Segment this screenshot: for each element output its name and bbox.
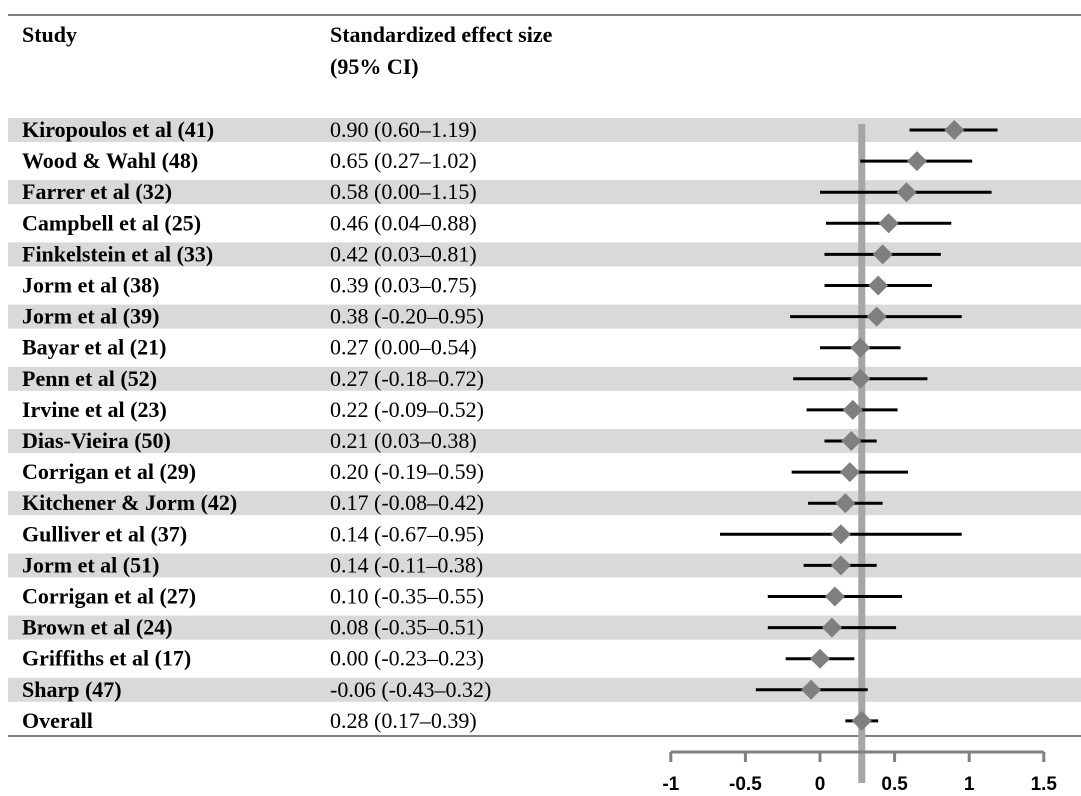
study-name: Campbell et al (25) [22,210,201,235]
study-name: Farrer et al (32) [22,179,172,204]
header-ci: (95% CI) [330,54,419,79]
effect-size-label: 0.21 (0.03–0.38) [330,428,477,453]
study-row: Griffiths et al (17) 0.00 (-0.23–0.23) [22,646,855,671]
row-stripe [8,615,1081,640]
study-row: Overall 0.28 (0.17–0.39) [22,708,879,733]
row-stripe [8,429,1081,453]
study-row: Farrer et al (32) 0.58 (0.00–1.15) [22,179,992,204]
effect-size-label: 0.20 (-0.19–0.59) [330,459,484,484]
row-stripe [8,553,1081,578]
effect-size-label: 0.58 (0.00–1.15) [330,179,477,204]
study-row: Corrigan et al (29) 0.20 (-0.19–0.59) [22,459,909,484]
study-row: Bayar et al (21) 0.27 (0.00–0.54) [22,335,901,360]
study-row: Kiropoulos et al (41) 0.90 (0.60–1.19) [22,117,998,142]
study-row: Jorm et al (51) 0.14 (-0.11–0.38) [22,552,877,577]
row-stripe [8,677,1081,702]
study-row: Irvine et al (23) 0.22 (-0.09–0.52) [22,397,898,422]
effect-marker [878,213,899,234]
effect-size-label: -0.06 (-0.43–0.32) [330,677,491,702]
study-name: Finkelstein et al (33) [22,241,213,266]
study-name: Jorm et al (39) [22,304,159,329]
rows-group: Kiropoulos et al (41) 0.90 (0.60–1.19) Woo… [22,117,998,733]
effect-size-label: 0.17 (-0.08–0.42) [330,490,484,515]
effect-marker [821,617,842,638]
effect-size-label: 0.28 (0.17–0.39) [330,708,477,733]
study-row: Jorm et al (38) 0.39 (0.03–0.75) [22,273,932,298]
study-row: Campbell et al (25) 0.46 (0.04–0.88) [22,210,952,235]
x-tick-label: 1.5 [1031,774,1058,795]
study-row: Finkelstein et al (33) 0.42 (0.03–0.81) [22,241,941,266]
study-row: Penn et al (52) 0.27 (-0.18–0.72) [22,366,928,391]
effect-marker [872,244,893,265]
effect-marker [839,462,860,483]
effect-marker [810,648,830,669]
effect-marker [851,710,872,731]
study-name: Griffiths et al (17) [22,646,191,671]
effect-marker [842,399,863,420]
effect-marker [841,431,862,451]
effect-marker [835,493,856,514]
row-stripe [8,118,1081,142]
effect-size-label: 0.14 (-0.67–0.95) [330,521,484,546]
study-name: Bayar et al (21) [22,335,166,360]
row-stripe [8,491,1081,516]
header-effect-size: Standardized effect size [330,22,553,47]
study-name: Jorm et al (38) [22,273,159,298]
effect-marker [801,679,822,700]
effect-size-label: 0.90 (0.60–1.19) [330,117,477,142]
effect-marker [850,368,871,389]
header-study: Study [22,22,77,47]
effect-marker [906,151,927,172]
study-name: Jorm et al (51) [22,552,159,577]
effect-size-label: 0.38 (-0.20–0.95) [330,304,484,329]
study-name: Brown et al (24) [22,615,173,640]
study-name: Gulliver et al (37) [22,521,187,546]
effect-size-label: 0.10 (-0.35–0.55) [330,584,484,609]
study-name: Sharp (47) [22,677,122,702]
effect-size-label: 0.14 (-0.11–0.38) [330,552,483,577]
effect-marker [868,275,889,296]
study-name: Corrigan et al (27) [22,584,196,609]
effect-size-label: 0.65 (0.27–1.02) [330,148,477,173]
effect-size-label: 0.22 (-0.09–0.52) [330,397,484,422]
study-row: Corrigan et al (27) 0.10 (-0.35–0.55) [22,584,903,609]
effect-marker [850,337,871,358]
study-name: Kiropoulos et al (41) [22,117,214,142]
effect-size-label: 0.39 (0.03–0.75) [330,273,477,298]
effect-size-label: 0.00 (-0.23–0.23) [330,646,484,671]
x-tick-label: 0.5 [881,774,908,795]
effect-marker [866,306,887,327]
study-name: Overall [22,708,93,733]
effect-marker [824,586,845,607]
study-row: Brown et al (24) 0.08 (-0.35–0.51) [22,615,897,640]
effect-size-label: 0.27 (0.00–0.54) [330,335,477,360]
row-stripes [8,118,1081,702]
study-name: Irvine et al (23) [22,397,167,422]
x-tick-label: -1 [662,774,679,795]
x-tick-label: -0.5 [729,774,762,795]
effect-marker [944,120,965,140]
study-row: Kitchener & Jorm (42) 0.17 (-0.08–0.42) [22,490,883,515]
effect-size-label: 0.27 (-0.18–0.72) [330,366,484,391]
study-row: Jorm et al (39) 0.38 (-0.20–0.95) [22,304,962,329]
study-row: Gulliver et al (37) 0.14 (-0.67–0.95) [22,521,962,546]
study-name: Dias-Vieira (50) [22,428,171,453]
study-name: Wood & Wahl (48) [22,148,198,173]
study-row: Dias-Vieira (50) 0.21 (0.03–0.38) [22,428,877,453]
study-name: Corrigan et al (29) [22,459,196,484]
effect-marker [830,555,851,576]
study-name: Penn et al (52) [22,366,157,391]
x-tick-label: 1 [964,774,975,795]
study-name: Kitchener & Jorm (42) [22,490,237,515]
effect-size-label: 0.46 (0.04–0.88) [330,210,477,235]
effect-marker [830,524,851,545]
effect-size-label: 0.42 (0.03–0.81) [330,241,477,266]
study-row: Sharp (47) -0.06 (-0.43–0.32) [22,677,868,702]
effect-marker [896,182,917,203]
x-tick-label: 0 [815,774,826,795]
effect-size-label: 0.08 (-0.35–0.51) [330,615,484,640]
study-row: Wood & Wahl (48) 0.65 (0.27–1.02) [22,148,973,173]
x-axis: -1 -0.5 0 0.5 1 1.5 [662,750,1058,795]
